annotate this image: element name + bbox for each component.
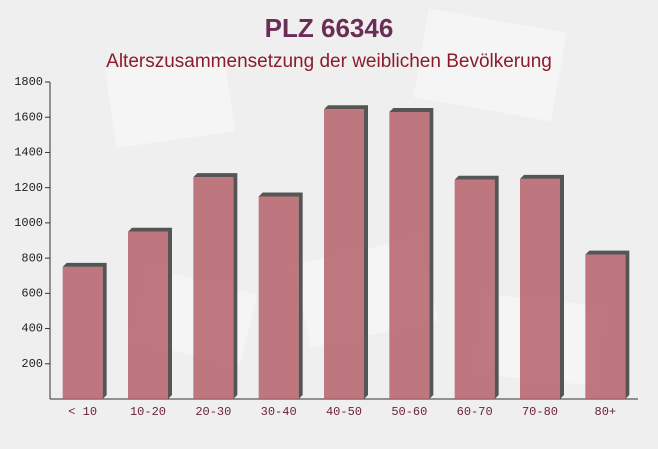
bar [389, 111, 430, 399]
bar [62, 266, 103, 399]
y-tick-label: 1600 [14, 110, 43, 124]
y-tick-label: 1000 [14, 216, 43, 230]
y-tick-label: 200 [21, 357, 43, 371]
bar [258, 196, 299, 399]
y-tick-label: 1400 [14, 146, 43, 160]
bar [128, 231, 168, 399]
x-tick-label: 20-30 [195, 405, 231, 419]
bar [193, 177, 234, 399]
x-tick-label: 10-20 [130, 405, 166, 419]
bar [454, 179, 495, 399]
x-tick-label: 80+ [595, 405, 617, 419]
y-tick-label: 1200 [14, 181, 43, 195]
y-tick-label: 600 [21, 287, 43, 301]
bar [585, 254, 626, 399]
x-tick-label: < 10 [68, 405, 97, 419]
bar [520, 178, 560, 399]
x-tick-label: 60-70 [457, 405, 493, 419]
y-tick-label: 800 [21, 251, 43, 265]
y-tick-label: 400 [21, 322, 43, 336]
x-tick-label: 40-50 [326, 405, 362, 419]
x-tick-label: 30-40 [261, 405, 297, 419]
chart-subtitle: Alterszusammensetzung der weiblichen Bev… [106, 51, 552, 72]
y-tick-label: 1800 [14, 75, 43, 89]
chart-title: PLZ 66346 [265, 13, 394, 43]
bar [324, 109, 364, 399]
x-tick-label: 70-80 [522, 405, 558, 419]
x-tick-label: 50-60 [391, 405, 427, 419]
